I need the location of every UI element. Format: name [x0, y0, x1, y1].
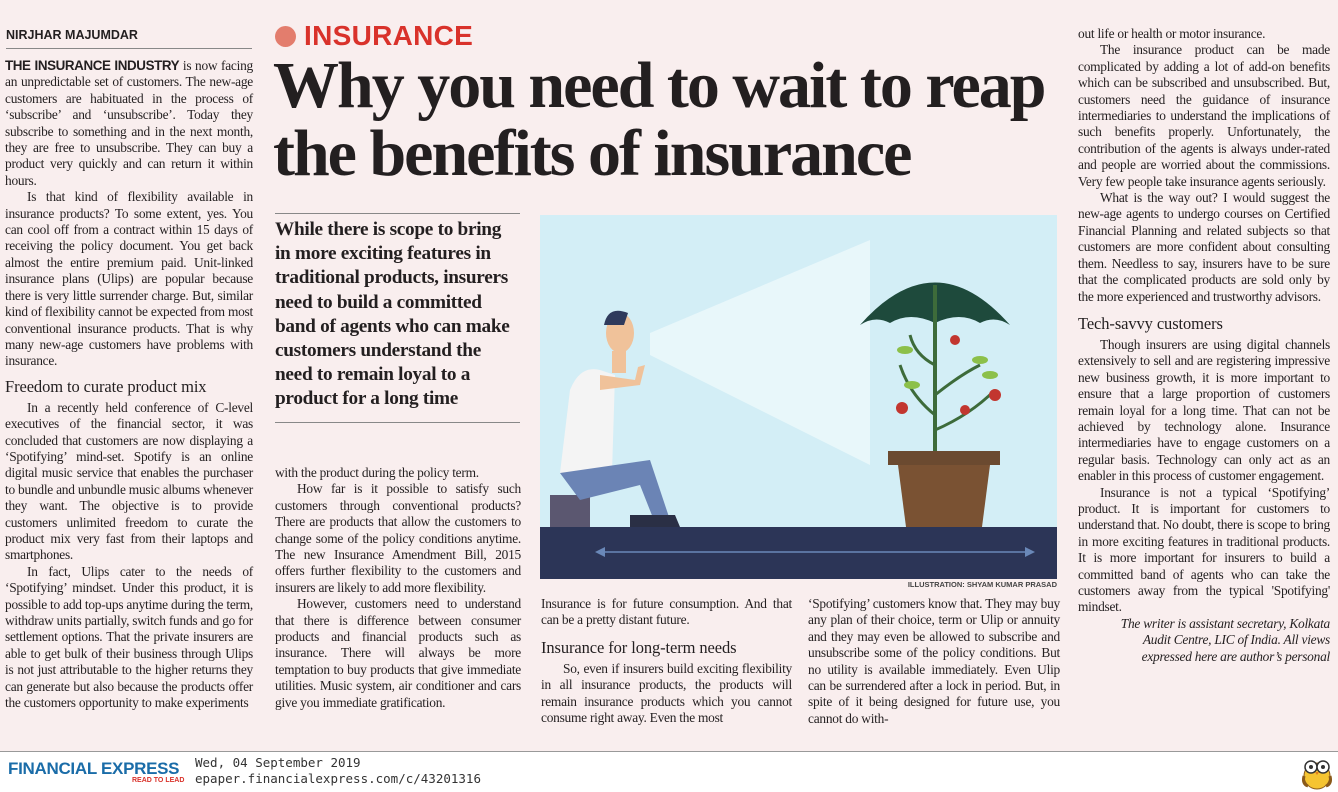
paragraph: Insurance is for future consumption. And… [541, 596, 792, 628]
bullet-dot-icon [275, 25, 296, 47]
pull-quote: While there is scope to bring in more ex… [275, 213, 520, 423]
owl-icon[interactable] [1300, 754, 1334, 790]
arrow-right-icon [1025, 547, 1035, 557]
paragraph: ‘Spotifying’ customers know that. They m… [808, 596, 1060, 726]
illustration-credit: ILLUSTRATION: SHYAM KUMAR PRASAD [907, 580, 1057, 589]
subheading: Insurance for long-term needs [541, 637, 737, 657]
light-beam [650, 240, 870, 465]
paragraph: Is that kind of flexibility available in… [5, 189, 253, 369]
paragraph: with the product during the policy term. [275, 465, 479, 480]
subheading: Tech-savvy customers [1078, 313, 1223, 333]
kicker-label: INSURANCE [304, 20, 474, 51]
arrow-left-icon [595, 547, 605, 557]
subheading: Freedom to curate product mix [5, 376, 207, 396]
footer: FINANCIAL EXPRESS READ TO LEAD Wed, 04 S… [0, 751, 1338, 792]
illustration [540, 215, 1057, 579]
paragraph: THE INSURANCE INDUSTRY is now facing an … [5, 58, 253, 189]
column-1: THE INSURANCE INDUSTRY is now facing an … [5, 58, 253, 711]
paragraph-text: is now facing an unpredictable set of cu… [5, 58, 253, 188]
section-kicker: INSURANCE [275, 20, 473, 52]
paragraph: Though insurers are using digital channe… [1078, 336, 1330, 484]
illustration-floor [540, 527, 1057, 579]
paragraph: The insurance product can be made compli… [1078, 42, 1330, 189]
edition-url[interactable]: epaper.financialexpress.com/c/43201316 [195, 771, 481, 786]
paragraph: Insurance is not a typical ‘Spotifying’ … [1078, 484, 1330, 615]
paragraph: out life or health or motor insurance. [1078, 26, 1266, 41]
brand-logo[interactable]: FINANCIAL EXPRESS [8, 759, 180, 778]
headline: Why you need to wait to reap the benefit… [273, 49, 1046, 190]
paragraph: So, even if insurers build exciting flex… [541, 660, 792, 726]
paragraph: In a recently held conference of C-level… [5, 399, 253, 563]
edition-meta: Wed, 04 September 2019 epaper.financiale… [195, 755, 481, 787]
column-5: out life or health or motor insurance. T… [1078, 26, 1330, 665]
paragraph: How far is it possible to satisfy such c… [275, 481, 521, 595]
paragraph: What is the way out? I would suggest the… [1078, 190, 1330, 304]
man-figure [550, 310, 680, 527]
paragraph: However, customers need to understand th… [275, 596, 521, 710]
lead-in: THE INSURANCE INDUSTRY [5, 58, 180, 73]
brand-tagline: READ TO LEAD [132, 777, 185, 784]
plant-with-umbrella [860, 282, 1010, 527]
column-2: with the product during the policy term.… [275, 465, 521, 711]
edition-date: Wed, 04 September 2019 [195, 755, 361, 770]
author-bio: The writer is assistant secretary, Kolka… [1120, 615, 1330, 664]
column-4: ‘Spotifying’ customers know that. They m… [808, 596, 1060, 727]
paragraph: In fact, Ulips cater to the needs of ‘Sp… [5, 563, 253, 711]
byline: NIRJHAR MAJUMDAR [6, 28, 252, 49]
column-3: Insurance is for future consumption. And… [541, 596, 792, 726]
